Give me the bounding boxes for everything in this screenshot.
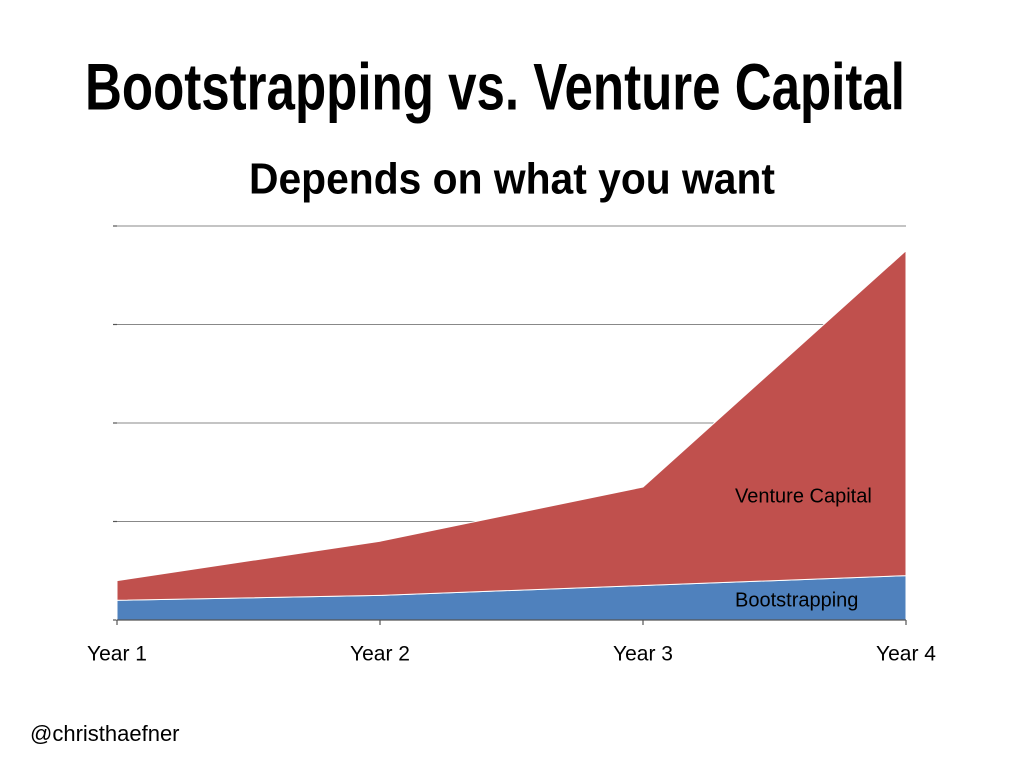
chart-title: Depends on what you want — [249, 155, 775, 204]
footer: @christhaefner — [30, 721, 180, 746]
slide-title: Bootstrapping vs. Venture Capital — [85, 49, 905, 123]
plot: Bootstrapping Venture Capital Year 1 Year 2… — [87, 225, 936, 666]
x-tick-label: Year 2 — [350, 643, 410, 666]
x-tick-label: Year 1 — [87, 643, 147, 666]
series-label: Venture Capital — [735, 485, 872, 507]
area — [116, 249, 907, 601]
x-tick-label: Year 4 — [876, 643, 936, 666]
x-tick-label: Year 3 — [613, 643, 673, 666]
series-label: Bootstrapping — [735, 589, 858, 611]
